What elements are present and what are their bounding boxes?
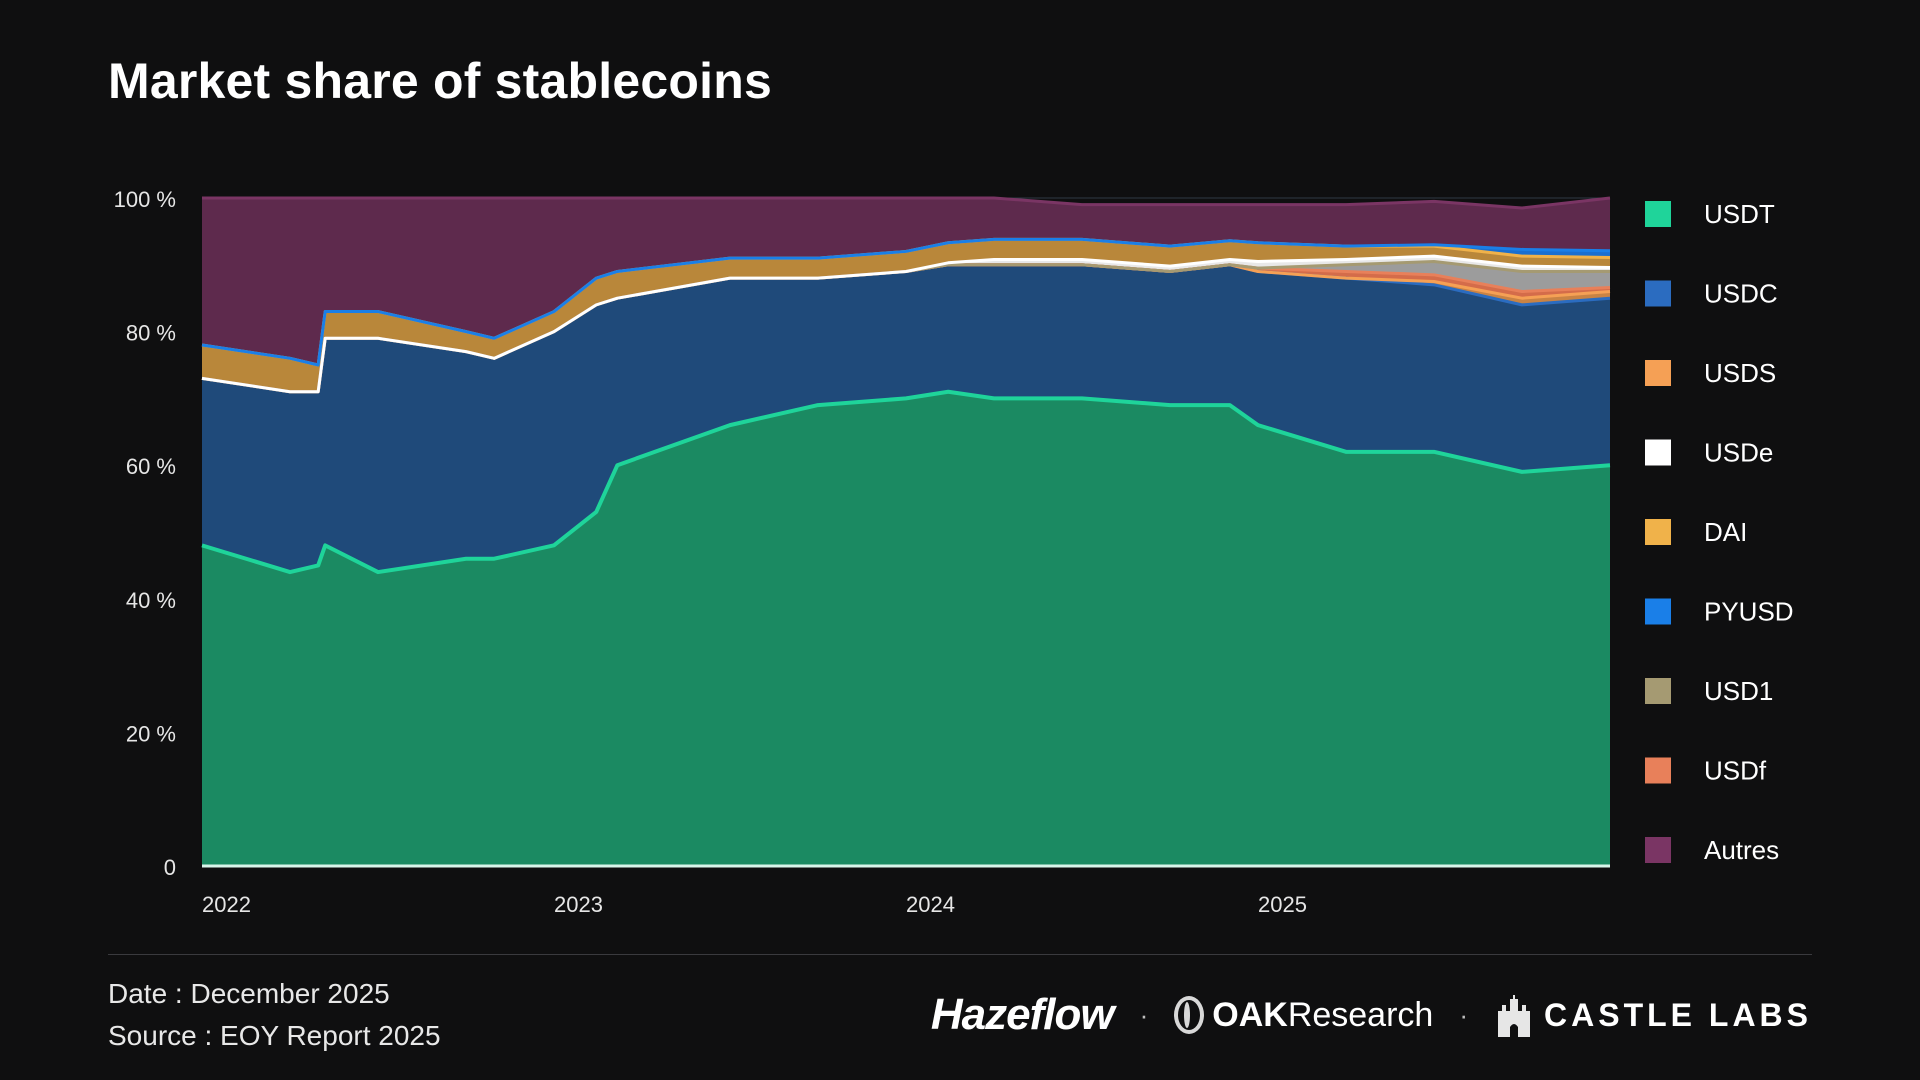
legend-swatch-usdc	[1645, 280, 1671, 307]
oak-wordmark-rest: Research	[1287, 995, 1434, 1034]
castle-labs-wordmark: CASTLE LABS	[1544, 996, 1812, 1033]
x-tick-label: 2025	[1258, 892, 1307, 917]
logo-separator: ·	[1139, 999, 1149, 1030]
legend-label-pyusd: PYUSD	[1704, 597, 1794, 627]
legend: USDT USDC USDS USDe DAI PYUSD USD1 USDf Autres	[1645, 199, 1794, 865]
area-autres	[202, 198, 1610, 365]
legend-swatch-autres	[1645, 837, 1671, 863]
y-axis-ticks: 0 20 % 40 % 60 % 80 % 100 %	[114, 187, 176, 880]
oak-ring-icon	[1174, 996, 1205, 1034]
hazeflow-wordmark: Hazeflow	[930, 990, 1115, 1039]
legend-swatch-usd1	[1645, 678, 1671, 704]
legend-label-dai: DAI	[1704, 517, 1747, 547]
area-usdc	[202, 264, 1610, 573]
y-tick-label: 20 %	[126, 721, 176, 746]
legend-label-usdt: USDT	[1704, 199, 1775, 229]
line-usdt	[201, 389, 1611, 575]
logo-separator: ·	[1459, 999, 1468, 1030]
x-tick-label: 2024	[906, 892, 955, 917]
area-usd1	[202, 261, 1610, 392]
x-tick-label: 2022	[202, 892, 251, 917]
legend-swatch-usds	[1645, 360, 1671, 386]
legend-swatch-usdf	[1645, 757, 1671, 784]
legend-label-usde: USDe	[1704, 438, 1773, 468]
area-layer	[202, 198, 1610, 866]
series-lines	[201, 196, 1611, 868]
legend-swatch-usdt	[1645, 201, 1671, 227]
legend-label-usds: USDS	[1704, 358, 1776, 388]
oak-research-logo: OAKResearch	[1174, 996, 1433, 1035]
legend-swatch-pyusd	[1645, 598, 1671, 625]
footer-divider	[108, 954, 1812, 955]
legend-label-usdf: USDf	[1704, 756, 1767, 786]
area-dai	[202, 239, 1610, 392]
line-autres	[202, 196, 1611, 210]
chart-title: Market share of stablecoins	[108, 53, 772, 109]
legend-label-usdc: USDC	[1704, 279, 1778, 309]
castle-icon	[1498, 995, 1530, 1037]
legend-swatch-dai	[1645, 519, 1671, 545]
y-tick-label: 80 %	[126, 321, 176, 346]
x-tick-label: 2023	[554, 892, 603, 917]
y-tick-label: 60 %	[126, 454, 176, 479]
partner-logos: Hazeflow · OAKResearch · CASTLE LABS	[931, 990, 1812, 1040]
area-usdt	[202, 391, 1610, 866]
legend-label-autres: Autres	[1704, 835, 1779, 865]
y-tick-label: 0	[164, 855, 176, 880]
castle-labs-logo: CASTLE LABS	[1494, 993, 1812, 1037]
hazeflow-logo: Hazeflow	[930, 990, 1115, 1040]
date-line: Date : December 2025	[108, 978, 390, 1009]
legend-swatch-usde	[1645, 439, 1671, 466]
source-line: Source : EOY Report 2025	[108, 1020, 441, 1051]
y-tick-label: 100 %	[114, 187, 176, 212]
legend-label-usd1: USD1	[1704, 676, 1773, 706]
line-pyusd	[201, 237, 1611, 367]
y-tick-label: 40 %	[126, 588, 176, 613]
oak-wordmark-bold: OAK	[1212, 995, 1288, 1034]
line-usde	[201, 254, 1611, 394]
x-axis-ticks: 2022 2023 2024 2025	[202, 892, 1307, 917]
